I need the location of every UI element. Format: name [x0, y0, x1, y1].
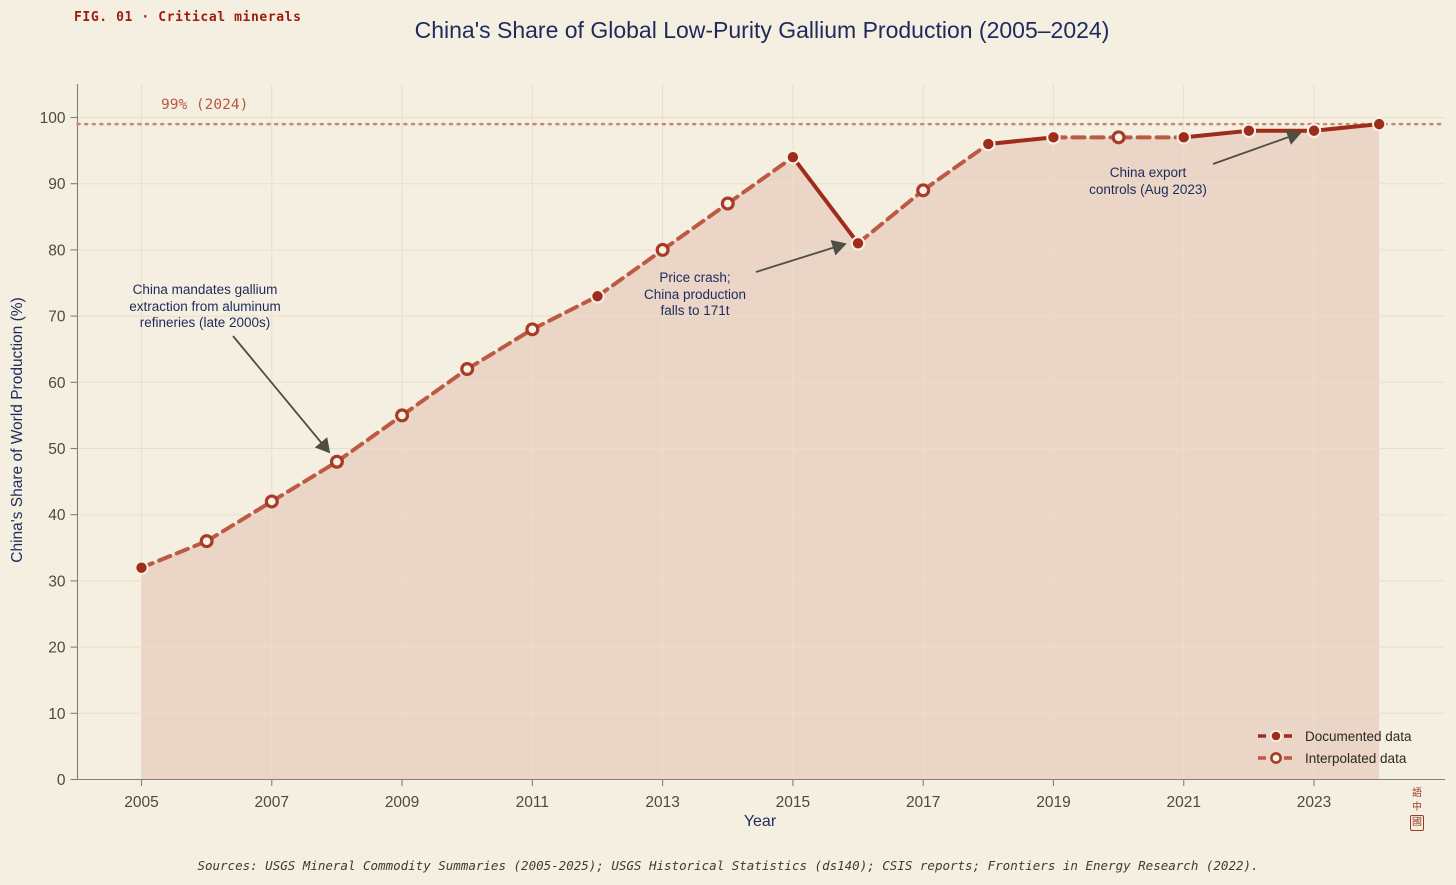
figure-number-label: FIG. 01 · Critical minerals: [74, 10, 302, 25]
segment-interpolated: [595, 247, 665, 299]
x-axis-title: Year: [743, 813, 777, 830]
data-point-documented-2022: [1241, 123, 1257, 138]
data-point-interpolated-2014: [720, 196, 735, 211]
area-fill: [141, 124, 1380, 780]
x-tick-label: 2015: [776, 794, 810, 811]
data-point-documented-2021: [1176, 130, 1191, 145]
annotation-export-controls: China export controls (Aug 2023): [1089, 165, 1207, 197]
segment-interpolated: [725, 155, 795, 206]
seal-character: 國: [1410, 815, 1424, 831]
data-point-documented-2005: [134, 560, 149, 575]
segment-interpolated: [334, 413, 405, 464]
y-axis-title: China's Share of World Production (%): [9, 297, 26, 563]
data-point-interpolated-2011: [525, 322, 540, 337]
y-tick-label: 100: [40, 110, 66, 127]
data-point-interpolated-2009: [395, 408, 410, 423]
x-tick-label: 2019: [1036, 794, 1070, 811]
x-tick-label: 2005: [124, 794, 158, 811]
legend-item-interpolated: Interpolated data: [1256, 747, 1412, 769]
annotation-arrows: [232, 129, 1302, 454]
segment-interpolated: [660, 201, 730, 252]
segment-documented: [1312, 122, 1382, 133]
y-tick-label: 40: [48, 507, 66, 524]
seal-character: 中: [1412, 801, 1422, 813]
data-point-documented-2024: [1371, 116, 1387, 132]
gridlines: [77, 84, 1445, 780]
data-point-interpolated-2007: [264, 494, 279, 509]
data-point-documented-2012: [590, 289, 605, 304]
segment-interpolated: [204, 499, 274, 544]
x-tick-label: 2021: [1166, 794, 1200, 811]
data-point-interpolated-2010: [460, 362, 475, 377]
annotation-arrow: [232, 335, 331, 454]
y-tick-label: 20: [48, 640, 66, 657]
y-tick-label: 0: [57, 772, 66, 789]
segment-interpolated: [400, 367, 470, 418]
y-tick-label: 90: [48, 176, 66, 193]
legend-label: Documented data: [1305, 728, 1412, 744]
data-points: [134, 116, 1387, 575]
seal-character: 語: [1412, 788, 1422, 799]
source-note: Sources: USGS Mineral Commodity Summarie…: [197, 858, 1259, 873]
data-point-documented-2018: [981, 136, 996, 152]
segment-interpolated: [530, 294, 600, 332]
documented-line-icon: [1258, 729, 1294, 743]
data-point-interpolated-2017: [916, 183, 931, 198]
data-point-interpolated-2006: [199, 534, 214, 549]
segment-documented: [1181, 128, 1251, 140]
y-tick-label: 80: [48, 242, 66, 259]
interpolated-line-icon: [1258, 752, 1294, 764]
chinese-seal: 語 中 國: [1410, 787, 1424, 831]
chart-legend: Documented data Interpolated data: [1256, 725, 1412, 769]
data-point-documented-2015: [785, 150, 801, 165]
x-tick-label: 2013: [645, 794, 679, 811]
segment-interpolated: [139, 539, 209, 570]
x-tick-label: 2009: [385, 794, 419, 811]
data-point-documented-2023: [1306, 123, 1322, 138]
segment-interpolated: [465, 327, 535, 372]
y-tick-label: 70: [48, 309, 66, 326]
data-point-interpolated-2013: [655, 242, 670, 257]
x-tick-label: 2017: [906, 794, 940, 811]
legend-label: Interpolated data: [1305, 750, 1407, 766]
y-tick-label: 10: [48, 706, 66, 723]
reference-line-label: 99% (2024): [161, 97, 249, 113]
annotation-arrow: [755, 240, 847, 273]
data-point-documented-2019: [1046, 130, 1061, 145]
chart-title: China's Share of Global Low-Purity Galli…: [414, 17, 1110, 43]
y-tick-label: 60: [48, 375, 66, 392]
segment-documented: [986, 135, 1056, 146]
segment-interpolated: [921, 141, 991, 193]
x-tick-label: 2023: [1297, 794, 1331, 811]
data-point-interpolated-2020: [1111, 130, 1126, 145]
x-tick-label: 2011: [516, 794, 549, 811]
data-line: [139, 122, 1382, 570]
y-tick-label: 30: [48, 573, 66, 590]
tick-labels: 0 10 20 30 40 50 60 70 80 90 100 2005 2007 2009 2011 20…: [40, 110, 1332, 811]
legend-item-documented: Documented data: [1256, 725, 1412, 747]
data-point-documented-2016: [850, 236, 866, 251]
segment-interpolated: [269, 459, 339, 504]
annotation-aluminum-refineries: China mandates gallium extraction from a…: [129, 282, 281, 330]
axes-spines: [70, 84, 1445, 786]
y-tick-label: 50: [48, 441, 66, 458]
segment-documented: [790, 155, 861, 246]
annotation-arrow: [1212, 129, 1302, 165]
data-point-interpolated-2008: [329, 454, 344, 469]
x-tick-label: 2007: [255, 794, 289, 811]
segment-interpolated: [856, 188, 926, 246]
annotation-price-crash: Price crash; China production falls to 1…: [643, 270, 747, 318]
